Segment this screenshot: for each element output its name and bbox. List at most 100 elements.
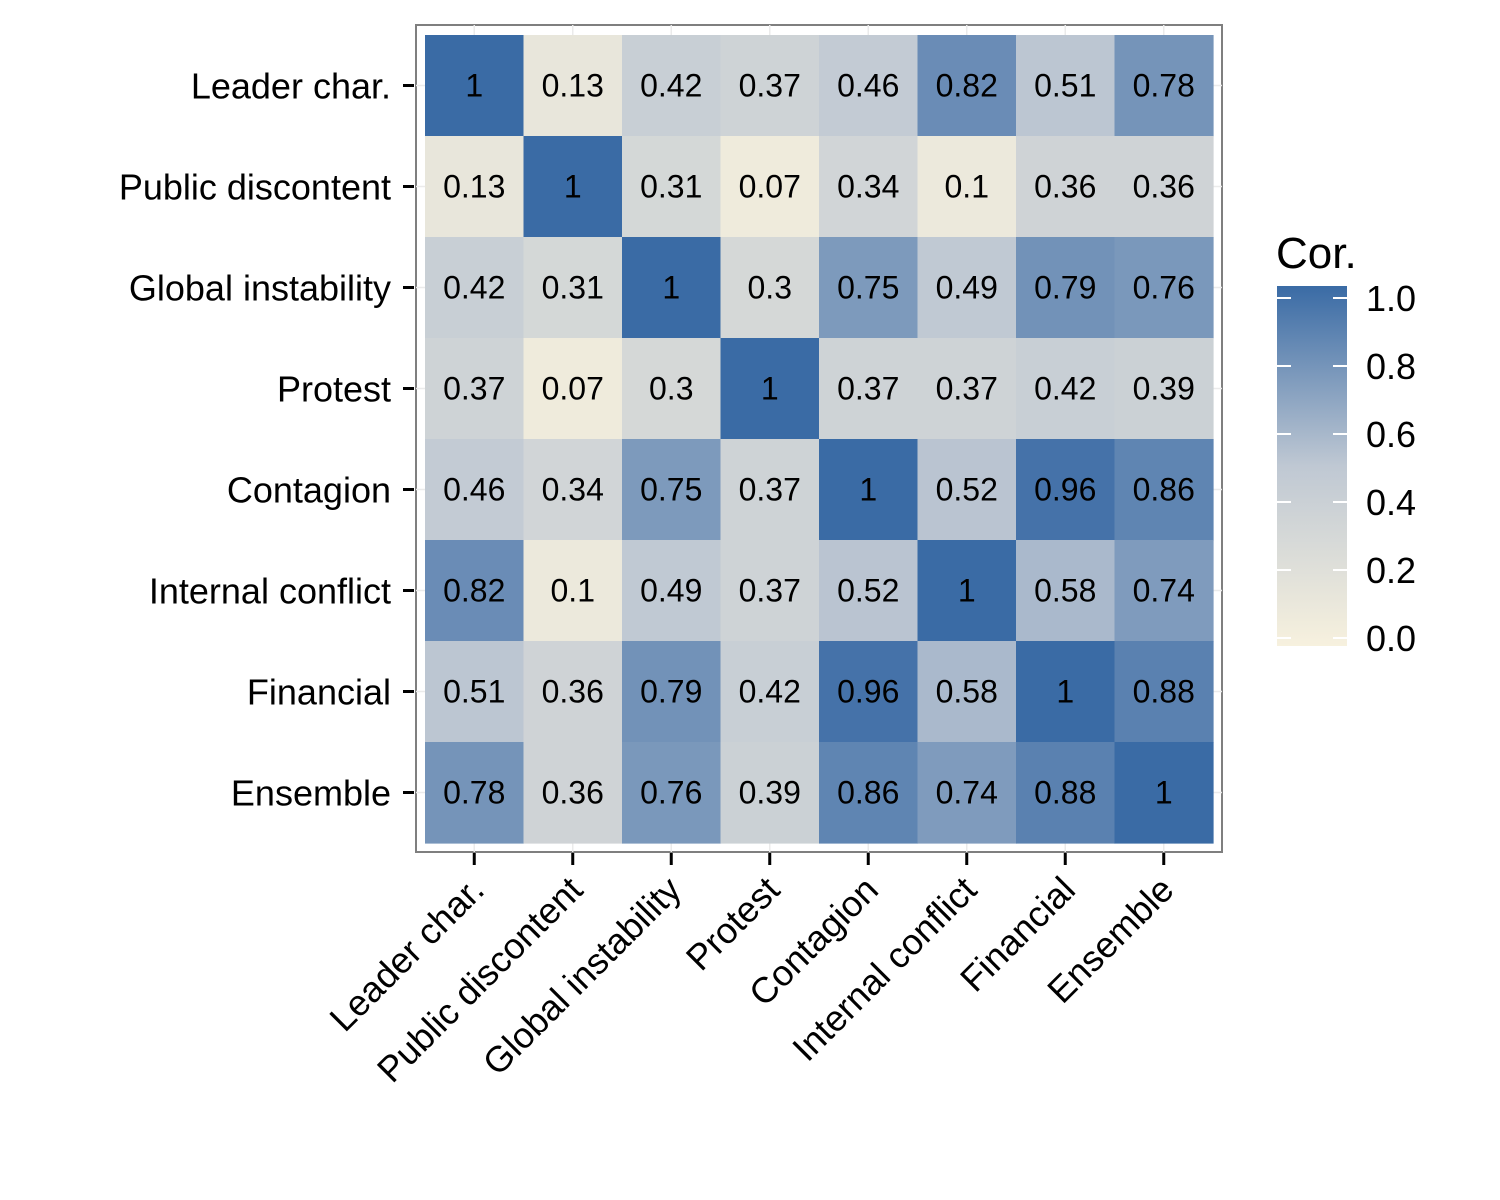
cell-value-label: 0.37 (837, 371, 899, 407)
heatmap-cell (425, 338, 525, 440)
cell-value-label: 0.42 (1034, 371, 1096, 407)
cell-value-label: 0.58 (1034, 573, 1096, 609)
heatmap-cell (1114, 742, 1214, 844)
heatmap-cell (622, 742, 722, 844)
cell-value-label: 1 (564, 169, 582, 205)
heatmap-cell (720, 742, 820, 844)
heatmap-cell (1016, 35, 1116, 137)
cell-value-label: 0.88 (1133, 674, 1195, 710)
cell-value-label: 0.36 (1034, 169, 1096, 205)
heatmap-cell (917, 742, 1017, 844)
heatmap-cell (425, 742, 525, 844)
y-tick-label: Internal conflict (149, 571, 391, 612)
cell-value-label: 0.96 (1034, 472, 1096, 508)
cell-value-label: 0.42 (739, 674, 801, 710)
heatmap-cell (622, 641, 722, 743)
y-tick-label: Leader char. (191, 66, 391, 107)
cell-value-label: 0.36 (542, 674, 604, 710)
heatmap-cell (720, 540, 820, 642)
heatmap-cell (622, 136, 722, 238)
cell-value-label: 1 (761, 371, 779, 407)
heatmap-cell (1016, 338, 1116, 440)
heatmap-cell (523, 136, 623, 238)
heatmap-cell (425, 136, 525, 238)
heatmap-cell (523, 35, 623, 137)
cell-value-label: 0.37 (443, 371, 505, 407)
legend-title: Cor. (1276, 229, 1357, 278)
heatmap-cell (622, 237, 722, 339)
heatmap-cell (819, 136, 919, 238)
legend-colorbar (1277, 286, 1347, 646)
heatmap-cell (917, 237, 1017, 339)
cell-value-label: 0.52 (837, 573, 899, 609)
cell-value-label: 0.13 (443, 169, 505, 205)
cell-value-label: 0.88 (1034, 775, 1096, 811)
cell-value-label: 1 (1155, 775, 1173, 811)
heatmap-cell (720, 641, 820, 743)
y-axis: Leader char. Public discontent Global inst… (119, 66, 414, 814)
heatmap-cell (1114, 237, 1214, 339)
cell-value-label: 0.07 (739, 169, 801, 205)
heatmap-cell (425, 35, 525, 137)
cell-value-label: 0.96 (837, 674, 899, 710)
heatmap-cell (622, 35, 722, 137)
cell-value-label: 0.36 (542, 775, 604, 811)
heatmap-cell (622, 338, 722, 440)
y-tick-label: Public discontent (119, 167, 391, 208)
heatmap-cell (425, 439, 525, 541)
cell-value-label: 0.42 (640, 68, 702, 104)
cell-value-label: 0.3 (748, 270, 792, 306)
heatmap-cell (425, 641, 525, 743)
cell-value-label: 0.46 (837, 68, 899, 104)
heatmap-cell (1016, 136, 1116, 238)
heatmap-cell (622, 540, 722, 642)
cell-value-label: 0.86 (837, 775, 899, 811)
heatmap-cell (1114, 338, 1214, 440)
cell-value-label: 0.34 (837, 169, 899, 205)
cell-value-label: 0.31 (542, 270, 604, 306)
heatmap-cell (1114, 439, 1214, 541)
heatmap-cells: 1 0.13 0.42 0.37 0.46 0.82 0.51 0.780.13 1 0.31 0.… (425, 35, 1214, 844)
heatmap-cell (819, 237, 919, 339)
y-tick-label: Financial (247, 672, 391, 713)
y-tick-label: Ensemble (231, 773, 391, 814)
cell-value-label: 0.1 (551, 573, 595, 609)
heatmap-cell (425, 237, 525, 339)
legend-tick-label: 0.8 (1366, 346, 1416, 387)
legend-tick-label: 0.6 (1366, 414, 1416, 455)
heatmap-cell (917, 641, 1017, 743)
cell-value-label: 0.76 (1133, 270, 1195, 306)
legend-tick-label: 0.4 (1366, 482, 1416, 523)
heatmap-cell (720, 237, 820, 339)
cell-value-label: 0.46 (443, 472, 505, 508)
cell-value-label: 0.74 (936, 775, 998, 811)
cell-value-label: 0.58 (936, 674, 998, 710)
cell-value-label: 0.49 (936, 270, 998, 306)
cell-value-label: 1 (958, 573, 976, 609)
cell-value-label: 0.13 (542, 68, 604, 104)
heatmap-cell (819, 439, 919, 541)
cell-value-label: 0.78 (443, 775, 505, 811)
cell-value-label: 0.51 (443, 674, 505, 710)
cell-value-label: 0.52 (936, 472, 998, 508)
heatmap-cell (1114, 540, 1214, 642)
heatmap-cell (1016, 641, 1116, 743)
cell-value-label: 1 (662, 270, 680, 306)
cell-value-label: 0.39 (1133, 371, 1195, 407)
heatmap-cell (1016, 742, 1116, 844)
heatmap-cell (523, 237, 623, 339)
y-tick-label: Protest (277, 369, 391, 410)
heatmap-cell (622, 439, 722, 541)
cell-value-label: 0.78 (1133, 68, 1195, 104)
cell-value-label: 0.39 (739, 775, 801, 811)
y-tick-label: Contagion (227, 470, 391, 511)
heatmap-cell (425, 540, 525, 642)
legend-ticks: 0.0 0.2 0.4 0.6 0.8 1.0 (1277, 278, 1416, 659)
cell-value-label: 1 (859, 472, 877, 508)
cell-value-label: 1 (465, 68, 483, 104)
heatmap-cell (917, 439, 1017, 541)
cell-value-label: 0.34 (542, 472, 604, 508)
cell-value-label: 0.86 (1133, 472, 1195, 508)
